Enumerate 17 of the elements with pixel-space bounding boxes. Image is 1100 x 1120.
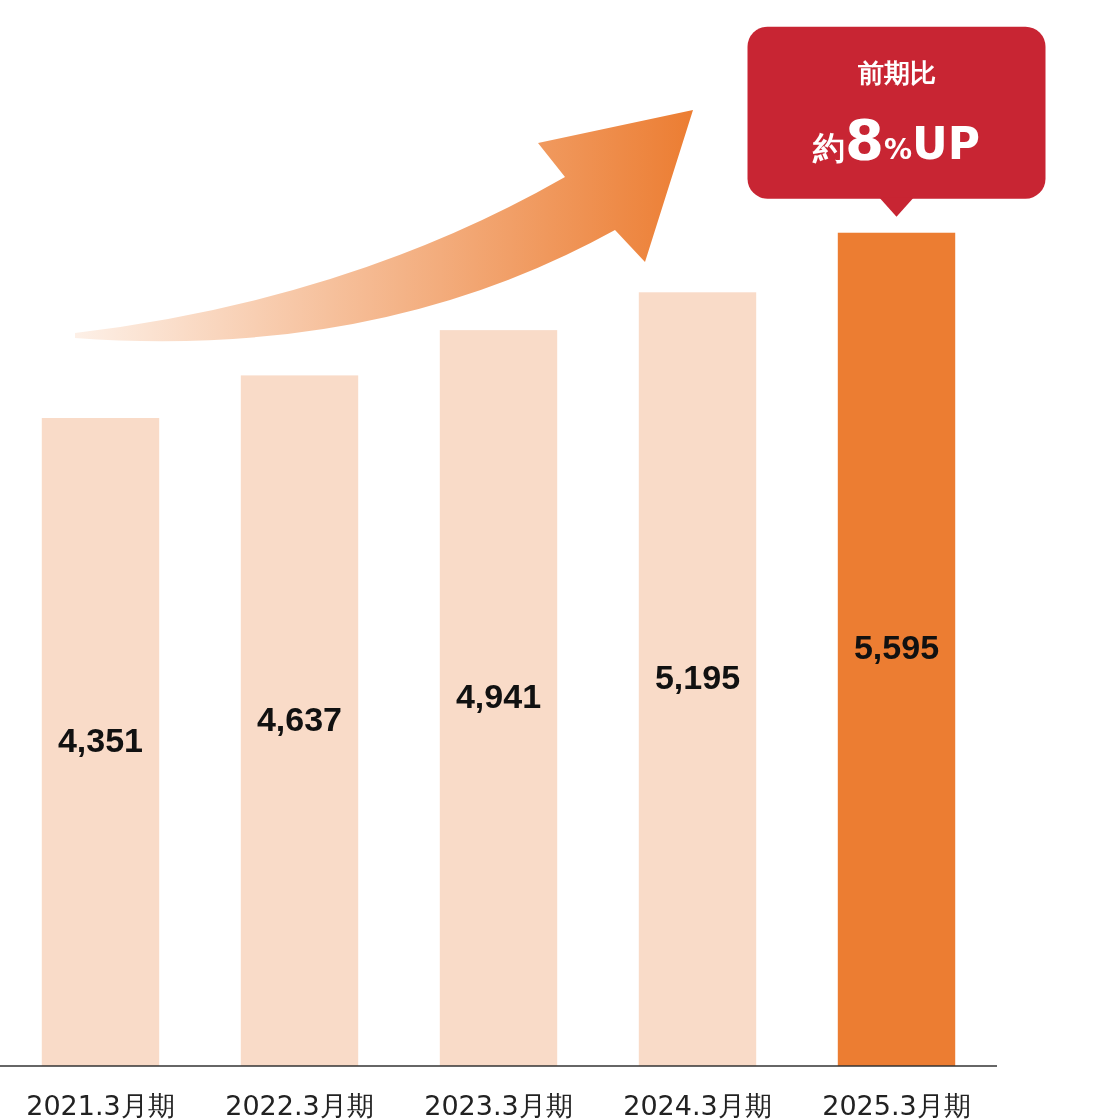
data-label: 4,637 — [256, 699, 343, 738]
text: 前期比 — [857, 58, 936, 88]
x-tick-label: 2023.3月期 — [424, 1090, 573, 1120]
data-label: 5,195 — [654, 658, 741, 697]
data-label: 4,941 — [455, 677, 542, 716]
bar — [439, 330, 558, 1066]
data-label: 4,351 — [57, 721, 144, 759]
annotation: 約8%UP — [812, 106, 981, 172]
x-tick-label: 2021.3月期 — [26, 1090, 175, 1120]
data-label: 5,595 — [853, 628, 940, 667]
x-tick-label: 2022.3月期 — [225, 1090, 374, 1120]
bar — [638, 292, 757, 1066]
bar — [41, 418, 160, 1066]
bar — [837, 232, 956, 1066]
bar — [240, 375, 359, 1066]
x-tick-label: 2025.3月期 — [822, 1090, 971, 1120]
x-tick-label: 2024.3月期 — [623, 1090, 772, 1120]
